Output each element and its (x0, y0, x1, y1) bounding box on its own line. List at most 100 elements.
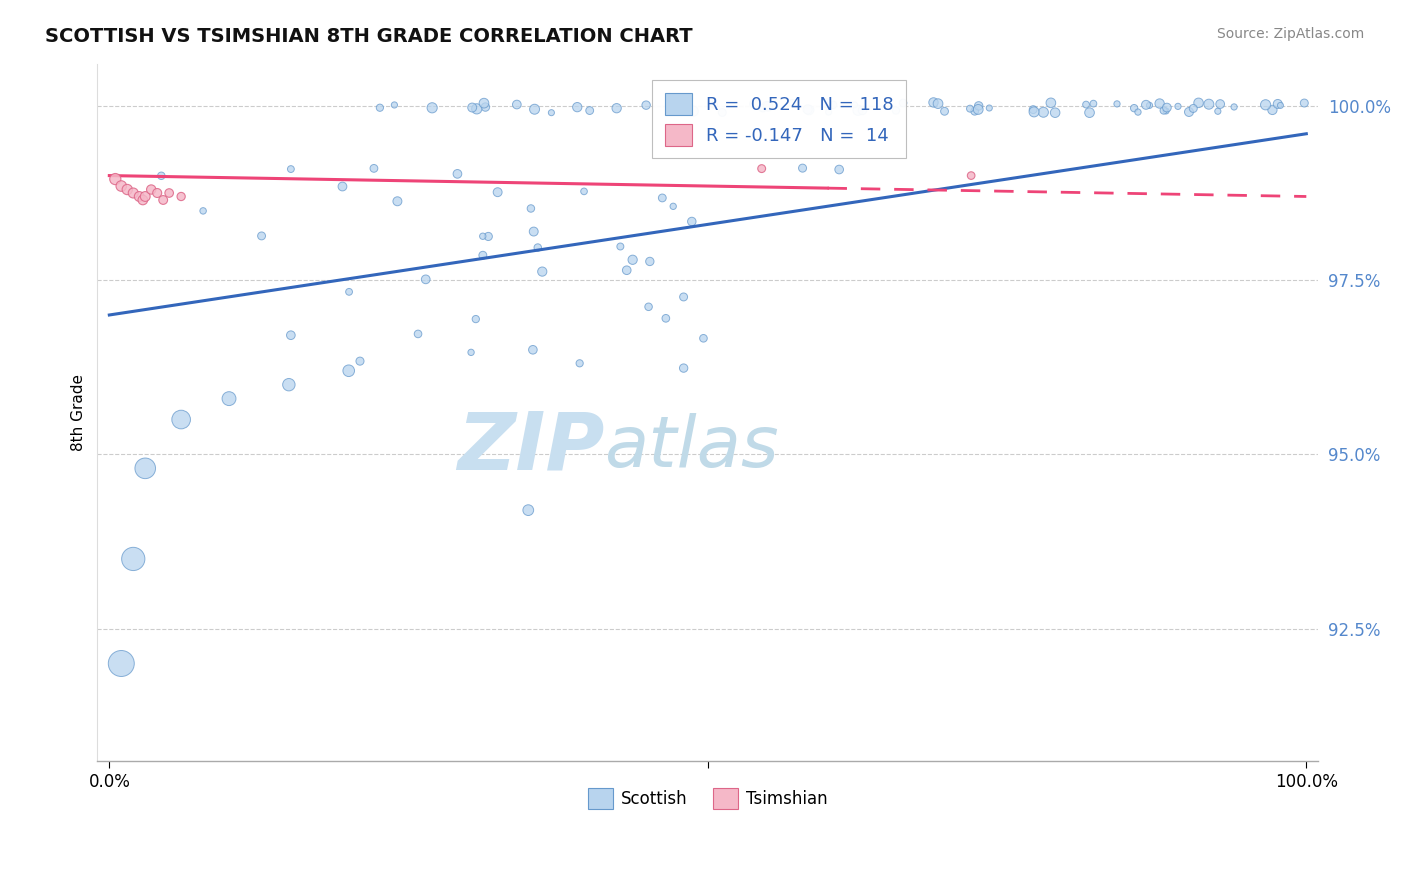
Point (682, 104, 704, 119)
Point (963, 104, 986, 119)
Point (110, 657, 132, 671)
Point (1043, 105, 1066, 120)
Point (461, 101, 484, 115)
Point (280, 328, 302, 343)
Point (1032, 105, 1054, 120)
Point (572, 185, 595, 199)
Point (884, 103, 907, 118)
Point (1105, 96, 1128, 111)
Point (609, 239, 631, 253)
Point (606, 101, 628, 115)
Y-axis label: 8th Grade: 8th Grade (72, 374, 86, 451)
Point (1156, 101, 1178, 115)
Point (756, 99, 779, 113)
Point (1123, 101, 1146, 115)
Point (150, 169, 173, 183)
Point (927, 96, 949, 111)
Point (1267, 97, 1289, 112)
Legend: Scottish, Tsimshian: Scottish, Tsimshian (581, 781, 834, 815)
Point (1126, 105, 1149, 120)
Point (104, 172, 127, 186)
Point (446, 167, 468, 181)
Point (146, 186, 169, 200)
Point (1022, 103, 1045, 117)
Point (122, 552, 145, 566)
Point (1187, 95, 1209, 110)
Point (337, 285, 360, 299)
Point (1022, 104, 1045, 119)
Point (134, 461, 156, 475)
Point (277, 377, 299, 392)
Point (157, 186, 180, 200)
Point (681, 214, 703, 228)
Point (1153, 103, 1175, 118)
Point (471, 229, 494, 244)
Point (934, 104, 956, 119)
Point (128, 189, 150, 203)
Point (110, 179, 132, 194)
Point (522, 343, 544, 357)
Point (672, 361, 695, 376)
Point (349, 354, 371, 368)
Point (1206, 104, 1229, 119)
Point (506, 97, 529, 112)
Point (851, 103, 873, 118)
Point (337, 364, 360, 378)
Point (540, 105, 562, 120)
Point (662, 199, 685, 213)
Point (523, 225, 546, 239)
Point (817, 105, 839, 120)
Point (464, 312, 486, 326)
Point (638, 254, 661, 268)
Text: ZIP: ZIP (457, 409, 605, 486)
Point (567, 100, 589, 114)
Point (979, 101, 1001, 115)
Point (1261, 103, 1284, 117)
Point (1270, 98, 1292, 112)
Point (792, 161, 814, 175)
Point (568, 356, 591, 370)
Point (821, 98, 844, 112)
Point (477, 229, 499, 244)
Point (692, 331, 714, 345)
Point (755, 98, 778, 112)
Point (486, 185, 509, 199)
Point (1167, 99, 1189, 113)
Point (523, 102, 546, 116)
Point (1198, 97, 1220, 112)
Point (122, 186, 145, 200)
Text: Source: ZipAtlas.com: Source: ZipAtlas.com (1216, 27, 1364, 41)
Point (703, 97, 725, 112)
Point (384, 98, 406, 112)
Point (616, 263, 638, 277)
Point (651, 191, 673, 205)
Point (1078, 105, 1101, 120)
Point (711, 105, 734, 120)
Point (363, 161, 385, 176)
Point (134, 189, 156, 203)
Point (191, 203, 214, 218)
Point (742, 97, 765, 112)
Point (780, 95, 803, 110)
Point (967, 103, 990, 117)
Point (1083, 96, 1105, 111)
Point (578, 103, 600, 118)
Point (170, 412, 193, 426)
Point (332, 179, 354, 194)
Point (636, 98, 658, 112)
Point (672, 290, 695, 304)
Point (368, 101, 391, 115)
Point (960, 169, 983, 183)
Point (141, 182, 163, 196)
Point (1074, 97, 1097, 112)
Point (846, 103, 869, 118)
Point (471, 248, 494, 262)
Point (828, 162, 851, 177)
Point (796, 103, 818, 117)
Point (1139, 98, 1161, 112)
Point (1135, 98, 1157, 112)
Point (1294, 96, 1316, 111)
Point (1149, 96, 1171, 111)
Point (406, 326, 429, 341)
Point (1254, 97, 1277, 112)
